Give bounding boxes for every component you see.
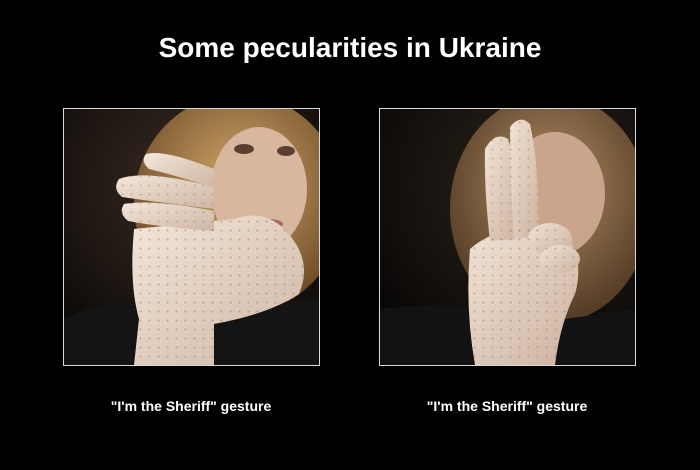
right-photo-image [380, 109, 635, 365]
left-caption: "I'm the Sheriff" gesture [110, 398, 272, 414]
left-photo-image [64, 109, 319, 365]
page-title: Some pecularities in Ukraine [158, 32, 542, 63]
right-photo [379, 108, 636, 366]
right-caption: "I'm the Sheriff" gesture [426, 398, 588, 414]
left-photo [63, 108, 320, 366]
